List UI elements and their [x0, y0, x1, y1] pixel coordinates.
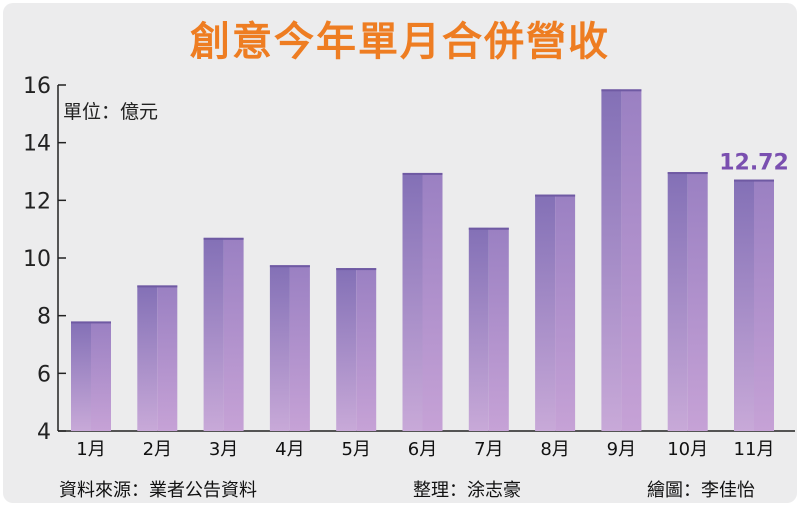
chart-title: 創意今年單月合併營收 — [190, 19, 610, 65]
unit-label: 單位：億元 — [63, 101, 159, 123]
bar-right-face — [157, 285, 178, 431]
bar — [336, 268, 377, 431]
bar-top-edge — [734, 179, 774, 182]
bar-left-face — [203, 237, 224, 431]
bar-left-face — [71, 321, 91, 431]
y-tick-label: 10 — [23, 247, 51, 272]
bar — [203, 237, 244, 431]
bar-right-face — [356, 268, 377, 431]
y-tick-label: 8 — [37, 305, 51, 330]
bar — [137, 285, 178, 431]
bar-top-edge — [71, 321, 111, 324]
y-tick-label: 4 — [37, 420, 51, 445]
bar-top-edge — [203, 237, 244, 240]
bar-right-face — [754, 179, 774, 431]
bar-top-edge — [336, 268, 377, 271]
x-tick-label: 3月 — [209, 439, 238, 460]
bar-top-edge — [535, 194, 576, 197]
y-tick-label: 16 — [23, 74, 51, 99]
bar-chart: 4 6 8 10 12 14 16 1月 2月 3月 4月 5月 6月 7月 8月 9月 10月 11月 12.… — [23, 74, 795, 460]
bar-right-face — [621, 89, 642, 431]
bar-right-face — [488, 227, 509, 431]
data-labels: 12.72 — [719, 151, 789, 176]
y-axis-ticks: 4 6 8 10 12 14 16 — [23, 74, 66, 445]
bar-left-face — [734, 179, 754, 431]
x-tick-label: 2月 — [143, 439, 172, 460]
x-axis-ticks: 1月 2月 3月 4月 5月 6月 7月 8月 9月 10月 11月 — [76, 439, 774, 460]
bar-left-face — [601, 89, 622, 431]
y-tick-label: 6 — [37, 362, 51, 387]
bar-top-edge — [667, 172, 708, 175]
bar — [269, 265, 310, 431]
bar — [734, 179, 774, 431]
bar — [402, 172, 443, 432]
bar-right-face — [687, 172, 708, 431]
chart-frame: 創意今年單月合併營收 單位：億元 4 6 8 10 12 14 16 1月 2月 3月 4月 5月 6… — [3, 3, 797, 503]
footer-editor: 整理：涂志豪 — [413, 480, 521, 501]
footer-artist: 繪圖：李佳怡 — [647, 480, 755, 501]
x-tick-label: 5月 — [341, 439, 370, 460]
bar-top-edge — [402, 172, 443, 175]
data-label: 12.72 — [719, 151, 789, 176]
x-tick-label: 4月 — [275, 439, 304, 460]
bar — [468, 227, 509, 431]
bar-left-face — [667, 172, 688, 431]
bar-top-edge — [468, 227, 509, 230]
y-tick-label: 12 — [23, 189, 51, 214]
x-tick-label: 8月 — [540, 439, 569, 460]
y-tick-label: 14 — [23, 132, 51, 157]
bar-left-face — [336, 268, 357, 431]
bar-right-face — [91, 321, 111, 431]
bar-top-edge — [137, 285, 178, 288]
x-tick-label: 11月 — [734, 439, 775, 460]
bar-left-face — [468, 227, 489, 431]
bar — [71, 321, 111, 431]
bar — [667, 172, 708, 431]
bar-top-edge — [269, 265, 310, 268]
x-tick-label: 9月 — [607, 439, 636, 460]
x-tick-label: 1月 — [76, 439, 105, 460]
footer-source: 資料來源：業者公告資料 — [59, 480, 257, 501]
bar-left-face — [137, 285, 158, 431]
bar-left-face — [269, 265, 290, 431]
x-tick-label: 10月 — [667, 439, 708, 460]
bars — [71, 89, 774, 432]
bar-right-face — [555, 194, 576, 431]
bar-right-face — [422, 172, 443, 432]
bar-left-face — [402, 172, 423, 432]
bar-top-edge — [601, 89, 642, 92]
bar-right-face — [289, 265, 310, 431]
bar-left-face — [535, 194, 556, 431]
bar — [535, 194, 576, 431]
x-tick-label: 6月 — [408, 439, 437, 460]
bar — [601, 89, 642, 431]
bar-right-face — [223, 237, 244, 431]
x-tick-label: 7月 — [474, 439, 503, 460]
